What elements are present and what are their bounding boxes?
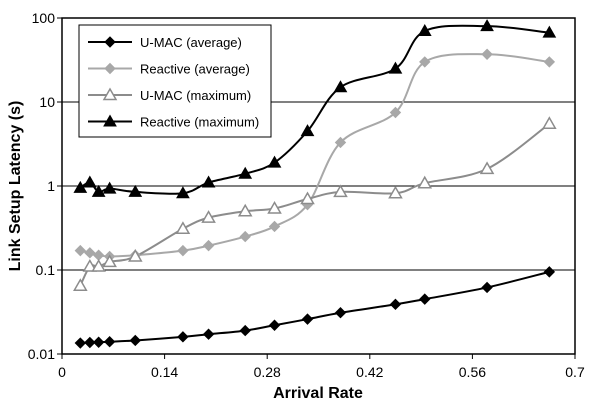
data-point [389, 106, 402, 119]
data-point [237, 203, 253, 217]
data-point [84, 336, 96, 349]
data-point [82, 175, 97, 188]
data-point [419, 293, 431, 305]
data-point [175, 221, 191, 234]
data-point [91, 184, 106, 197]
data-point [333, 184, 348, 198]
data-point [388, 185, 403, 199]
data-point [201, 210, 216, 223]
data-point [389, 298, 402, 311]
y-tick-label: 10 [39, 94, 55, 110]
data-point [419, 56, 431, 68]
x-tick-label: 0.14 [151, 364, 178, 380]
x-axis-ticks: 0 0.14 0.28 0.42 0.56 0.7 [58, 354, 585, 380]
data-point [417, 175, 433, 189]
data-point [127, 248, 143, 262]
legend-label: Reactive (maximum) [140, 115, 259, 130]
data-point [177, 331, 189, 343]
y-axis-label: Link Setup Latency (s) [7, 101, 24, 272]
data-point [300, 124, 315, 137]
data-point [91, 259, 106, 272]
y-tick-label: 0.1 [36, 262, 56, 278]
data-point [301, 313, 314, 325]
data-point [542, 25, 557, 38]
data-point [84, 247, 96, 259]
data-point [481, 48, 493, 60]
data-point [73, 278, 88, 291]
data-point [480, 19, 494, 32]
data-point [177, 244, 189, 257]
data-point [82, 259, 98, 272]
data-point [267, 200, 282, 214]
legend-label: Reactive (average) [140, 62, 250, 77]
y-tick-label: 100 [32, 10, 56, 26]
y-axis-ticks: 0.01 0.1 1 10 100 [28, 10, 62, 362]
legend-marker [102, 87, 118, 101]
x-tick-label: 0.42 [356, 364, 383, 380]
data-point [334, 307, 347, 319]
data-point [238, 166, 253, 179]
data-point [92, 336, 105, 348]
legend-marker [104, 62, 116, 75]
series-markers [73, 19, 557, 349]
data-point [543, 56, 556, 68]
data-point [239, 324, 251, 337]
legend-label: U-MAC (average) [140, 35, 242, 50]
data-point [176, 186, 190, 199]
data-point [481, 281, 493, 294]
data-point [129, 334, 141, 347]
data-point [300, 191, 315, 205]
legend-marker [103, 114, 117, 127]
x-tick-label: 0.56 [459, 364, 486, 380]
legend: U-MAC (average) Reactive (average) U-MAC (… [78, 24, 272, 138]
data-point [268, 319, 281, 331]
data-point [201, 175, 216, 188]
x-tick-label: 0.7 [565, 364, 585, 380]
x-tick-label: 0 [58, 364, 66, 380]
data-point [267, 155, 282, 168]
data-point [239, 230, 251, 243]
data-point [74, 337, 87, 349]
data-point [202, 239, 215, 252]
data-point [479, 161, 495, 175]
y-tick-label: 1 [47, 178, 55, 194]
data-point [74, 244, 87, 257]
data-point [128, 184, 143, 197]
data-point [388, 61, 403, 74]
y-tick-label: 0.01 [28, 346, 55, 362]
data-point [102, 254, 117, 268]
data-point [334, 136, 347, 149]
data-point [417, 24, 432, 37]
data-point [542, 116, 557, 130]
data-point [268, 220, 281, 233]
x-tick-label: 0.28 [254, 364, 281, 380]
data-point [543, 266, 556, 278]
data-point [333, 80, 348, 93]
data-point [202, 328, 215, 340]
x-axis-label: Arrival Rate [273, 385, 363, 399]
data-point [103, 336, 116, 348]
legend-label: U-MAC (maximum) [140, 88, 251, 103]
legend-marker [104, 36, 116, 48]
data-point [102, 181, 117, 194]
